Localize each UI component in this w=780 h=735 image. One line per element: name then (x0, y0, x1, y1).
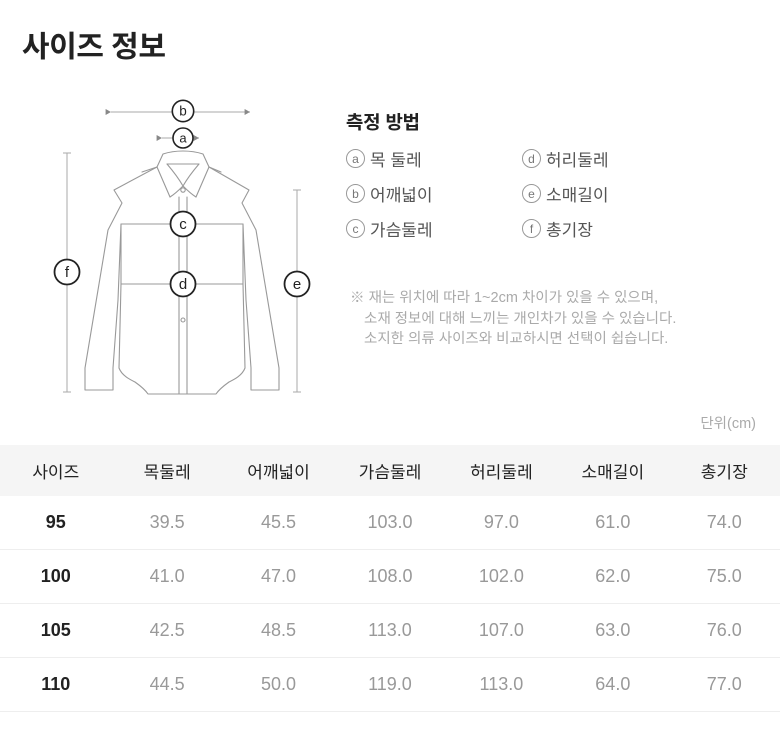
svg-text:a: a (179, 131, 187, 146)
svg-text:e: e (293, 276, 301, 293)
svg-text:b: b (179, 104, 187, 119)
svg-text:d: d (179, 276, 187, 293)
svg-text:c: c (179, 216, 187, 233)
